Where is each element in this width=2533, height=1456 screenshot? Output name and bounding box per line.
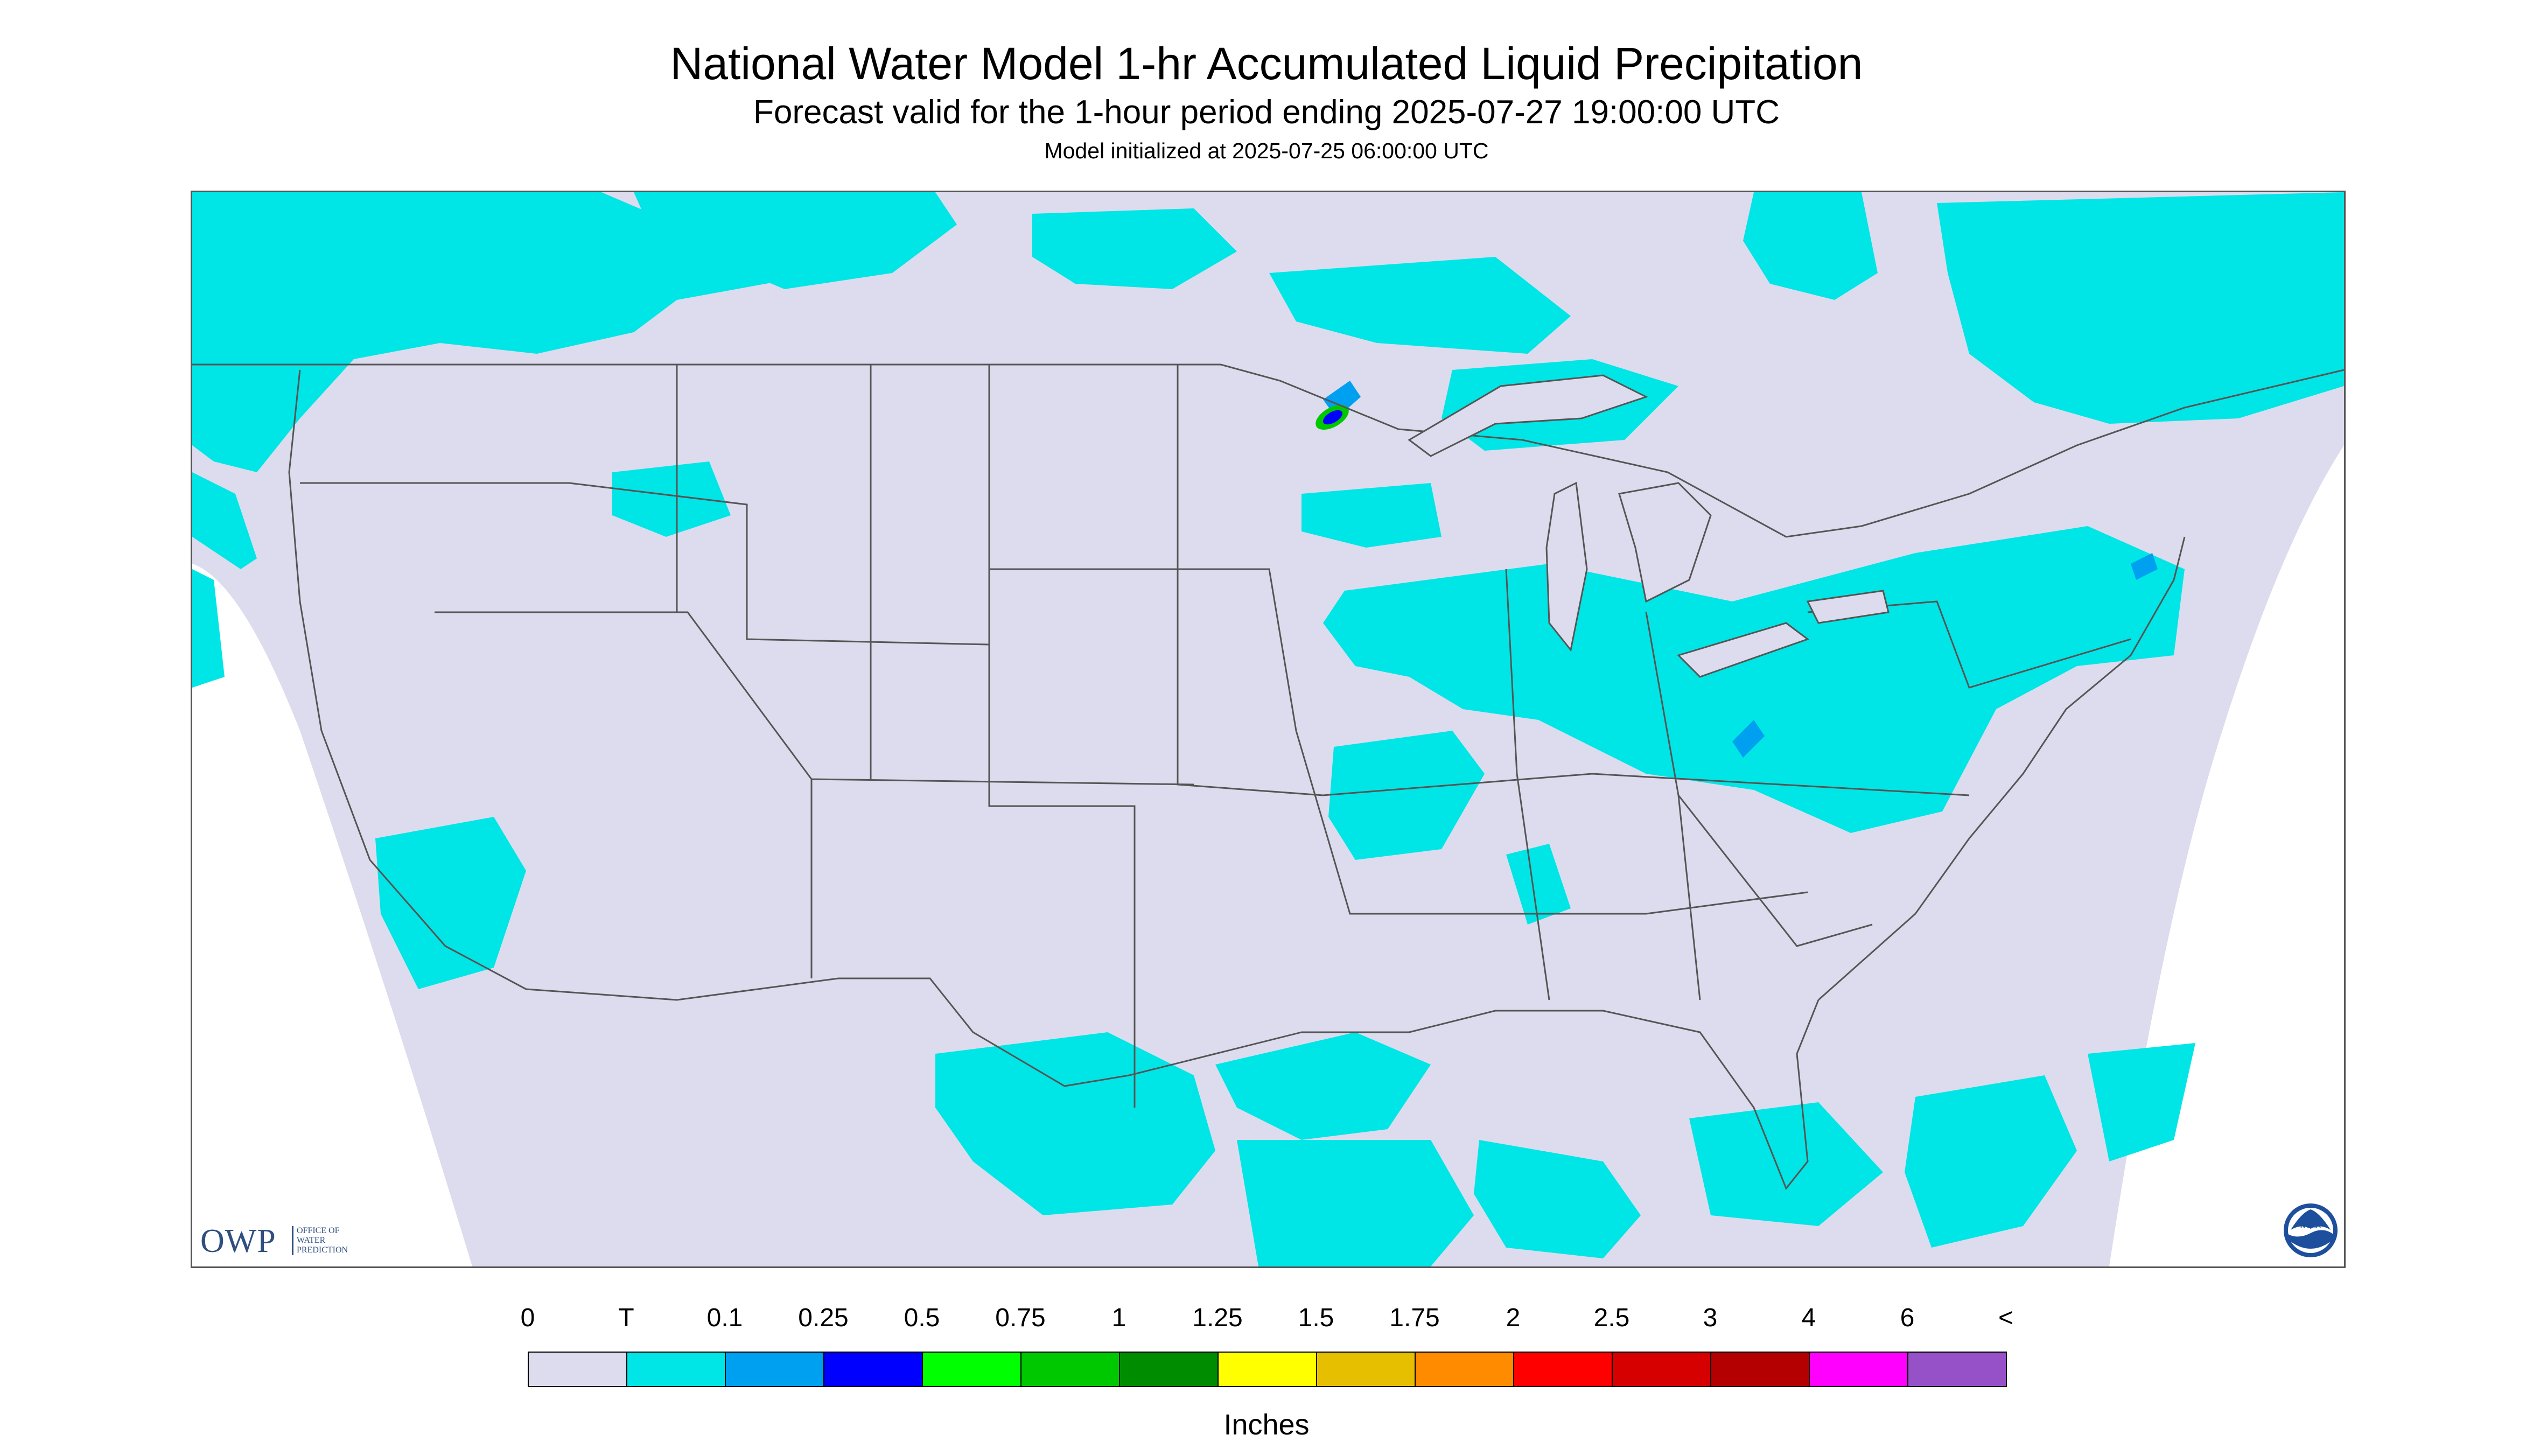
state-line (988, 365, 1136, 1108)
owp-logo-letters: OWP (200, 1223, 276, 1259)
colorbar-swatch (1612, 1352, 1711, 1387)
precip-areas (192, 192, 2344, 1266)
colorbar-swatch (626, 1352, 726, 1387)
precip-area (1328, 731, 1485, 860)
lake-erie (1677, 622, 1810, 678)
colorbar-swatch (1415, 1352, 1514, 1387)
noaa-logo-text: NOAA (2300, 1221, 2321, 1229)
precip-area (935, 1032, 1215, 1215)
precipitation-map (191, 191, 2346, 1268)
lake-huron (1618, 482, 1712, 603)
precip-area (612, 461, 731, 537)
precip-area (1215, 1032, 1431, 1140)
owp-logo: OWP OFFICE OF WATER PREDICTION (200, 1220, 378, 1263)
colorbar-tick-label: 1.5 (1298, 1304, 1334, 1332)
colorbar-swatch (1809, 1352, 1908, 1387)
colorbar-tick-label: 0.75 (995, 1304, 1046, 1332)
precip-area (1474, 1140, 1641, 1258)
colorbar-swatch (1513, 1352, 1613, 1387)
map-title: National Water Model 1-hr Accumulated Li… (670, 38, 1863, 89)
precip-area (375, 817, 526, 989)
precip-area (1689, 1102, 1883, 1226)
colorbar-tick-label: 1 (1111, 1304, 1126, 1332)
owp-logo-subtitle: OFFICE OF WATER PREDICTION (292, 1226, 348, 1255)
owp-logo-line: WATER (297, 1236, 326, 1245)
precip-area (1032, 208, 1237, 289)
precip-area (1905, 1075, 2077, 1248)
precip-area (192, 192, 795, 472)
colorbar-tick-label: 2.5 (1593, 1304, 1630, 1332)
great-lakes (1408, 374, 1890, 678)
colorbar-swatch (1907, 1352, 2007, 1387)
colorbar-tick-label: 4 (1801, 1304, 1816, 1332)
gulf-coast (1129, 999, 1820, 1190)
colorbar-tick-label: 0.1 (706, 1304, 743, 1332)
state-line (1677, 795, 1873, 947)
precip-area (1269, 257, 1571, 354)
state-line (989, 568, 1808, 915)
model-init-time: Model initialized at 2025-07-25 06:00:00… (1044, 138, 1489, 163)
colorbar-tick-label: 1.75 (1389, 1304, 1440, 1332)
noaa-logo: NOAA (2284, 1203, 2338, 1257)
precip-area (1937, 192, 2344, 424)
model-domain (192, 192, 2344, 1266)
precip-area (192, 472, 257, 569)
state-line (1177, 365, 1970, 796)
light-precip-cell (2131, 553, 2158, 580)
precip-area (1743, 192, 1878, 300)
colorbar-units: Inches (1223, 1409, 1310, 1441)
state-line (435, 611, 1194, 786)
colorbar-tick-label: 1.25 (1192, 1304, 1243, 1332)
state-line (1505, 569, 1550, 1000)
noaa-logo-wave (2288, 1230, 2333, 1249)
colorbar-tick-label: 6 (1900, 1304, 1915, 1332)
colorbar-tick-label: 2 (1506, 1304, 1521, 1332)
colorbar-tick-label: 0 (520, 1304, 535, 1332)
colorbar-tick-label: 0.25 (798, 1304, 849, 1332)
heavy-precip-cell (1323, 410, 1343, 425)
precip-area (2088, 1043, 2195, 1161)
colorbar-swatch (1217, 1352, 1317, 1387)
map-canvas (192, 192, 2344, 1266)
mexico-border (526, 977, 1130, 1087)
precip-area (1506, 844, 1571, 925)
colorbar-tick-label: < (1998, 1304, 2014, 1332)
colorbar-swatch (922, 1352, 1021, 1387)
precip-area (1237, 1140, 1474, 1266)
light-precip-cell (1732, 720, 1765, 758)
colorbar-swatch (1020, 1352, 1120, 1387)
colorbar-swatch (1316, 1352, 1416, 1387)
east-coast (1818, 536, 2186, 1001)
colorbar-swatch (528, 1352, 627, 1387)
owp-logo-line: PREDICTION (297, 1245, 348, 1255)
lake-ontario (1806, 590, 1890, 624)
lake-michigan (1545, 481, 1588, 652)
owp-logo-line: OFFICE OF (297, 1226, 340, 1235)
colorbar-swatch (823, 1352, 923, 1387)
state-line (300, 482, 990, 646)
colorbar-tick-label: 3 (1703, 1304, 1718, 1332)
precip-area (192, 569, 225, 688)
canada-border (192, 363, 2344, 538)
precip-area (1302, 483, 1442, 548)
state-borders (192, 363, 2344, 1190)
map-subtitle: Forecast valid for the 1-hour period end… (753, 94, 1780, 131)
precip-area (1323, 526, 2185, 833)
lake-superior (1408, 374, 1648, 457)
noaa-logo-bird (2291, 1209, 2331, 1230)
colorbar-tick-label: T (618, 1304, 634, 1332)
colorbar-swatch (1119, 1352, 1219, 1387)
colorbar-tick-label: 0.5 (904, 1304, 940, 1332)
west-coast (288, 369, 527, 990)
precip-area (634, 192, 957, 289)
colorbar-swatch (1710, 1352, 1810, 1387)
heavy-precip-cells (1316, 381, 2158, 758)
colorbar-swatch (725, 1352, 824, 1387)
